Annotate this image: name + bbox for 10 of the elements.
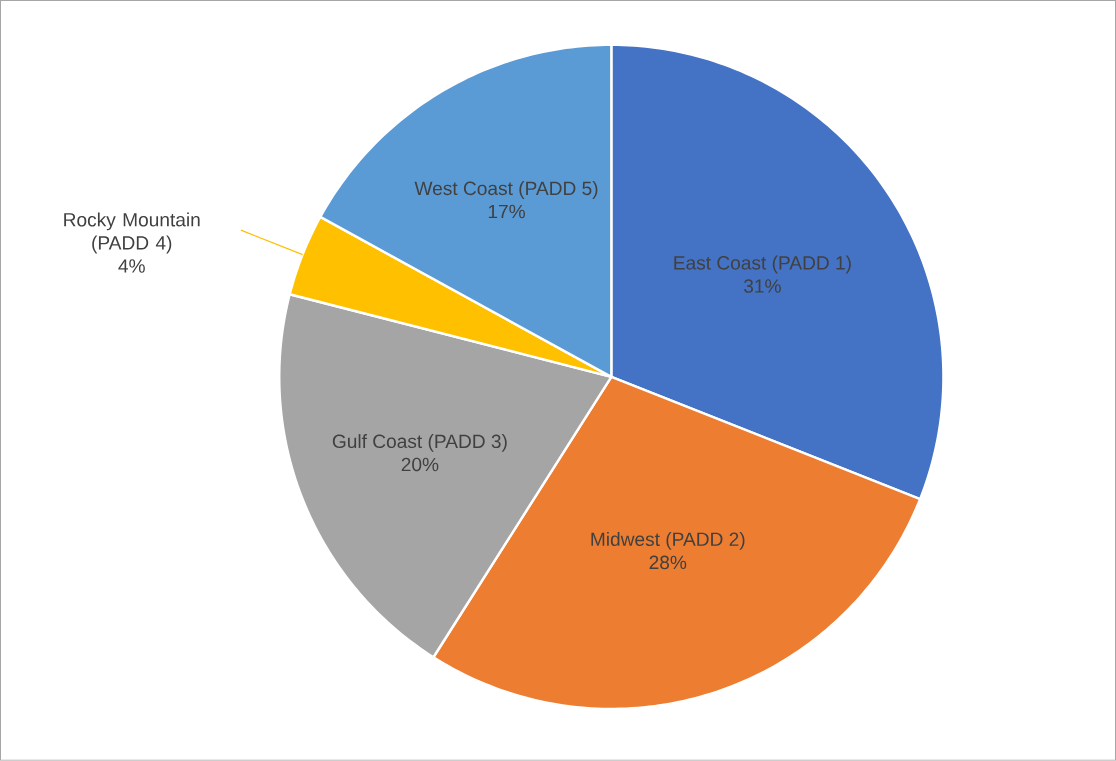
- data-label: 4%: [118, 259, 145, 273]
- slice-label: West Coast (PADD 5): [414, 181, 598, 199]
- data-label: 20%: [401, 457, 439, 472]
- data-label: 31%: [744, 279, 781, 293]
- data-label: 17%: [488, 204, 525, 219]
- legend-label: Rocky Mountain (PADD 4): [64, 212, 200, 254]
- slice-label: East Coast (PADD 1): [674, 255, 851, 274]
- slice-label: Midwest (PADD 2): [591, 532, 745, 550]
- slice-label: Gulf Coast (PADD 3): [332, 434, 507, 452]
- data-label: 28%: [649, 555, 687, 570]
